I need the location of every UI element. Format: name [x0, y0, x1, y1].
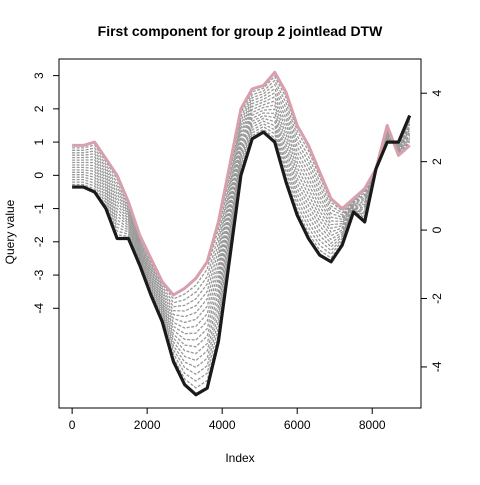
curves-group: [72, 70, 412, 397]
upper-series-line: [72, 70, 411, 297]
left-y-tick-label: -1: [32, 203, 46, 214]
left-y-tick-label: 3: [32, 72, 46, 79]
left-y-tick-label: -3: [32, 269, 46, 280]
x-tick-label: 2000: [134, 418, 161, 432]
intermediate-curve: [72, 87, 411, 312]
intermediate-curve: [72, 120, 411, 375]
x-axis-label: Index: [225, 451, 254, 465]
x-tick-label: 8000: [359, 418, 386, 432]
left-y-tick-label: -4: [32, 303, 46, 314]
intermediate-curve: [72, 83, 411, 308]
right-y-tick-label: 4: [430, 90, 444, 97]
lower-series-line: [72, 114, 412, 397]
x-tick-label: 4000: [209, 418, 236, 432]
right-y-axis: 4 2 0 -2 -4: [420, 90, 444, 372]
right-y-tick-label: -4: [430, 361, 444, 372]
right-y-tick-label: 0: [430, 226, 444, 233]
chart-title: First component for group 2 jointlead DT…: [98, 23, 383, 39]
intermediate-curve: [72, 91, 411, 318]
left-y-tick-label: 1: [32, 138, 46, 145]
left-y-axis: 3 2 1 0 -1 -2 -3 -4: [32, 72, 60, 314]
intermediate-curve: [72, 104, 411, 335]
intermediate-curve: [72, 108, 411, 341]
right-y-tick-label: -2: [430, 293, 444, 304]
y-axis-label: Query value: [3, 199, 17, 264]
intermediate-curve: [72, 115, 411, 355]
x-axis: 0 2000 4000 6000 8000: [69, 407, 386, 432]
intermediate-curve: [72, 96, 411, 324]
right-y-tick-label: 2: [430, 158, 444, 165]
intermediate-curve: [72, 118, 411, 382]
left-y-tick-label: -2: [32, 236, 46, 247]
intermediate-curve: [72, 120, 411, 369]
intermediate-curve: [72, 112, 411, 348]
x-tick-label: 0: [69, 418, 76, 432]
left-y-tick-label: 0: [32, 172, 46, 179]
intermediate-curve: [72, 100, 411, 329]
x-tick-label: 6000: [284, 418, 311, 432]
intermediate-curve: [72, 117, 411, 362]
left-y-tick-label: 2: [32, 105, 46, 112]
